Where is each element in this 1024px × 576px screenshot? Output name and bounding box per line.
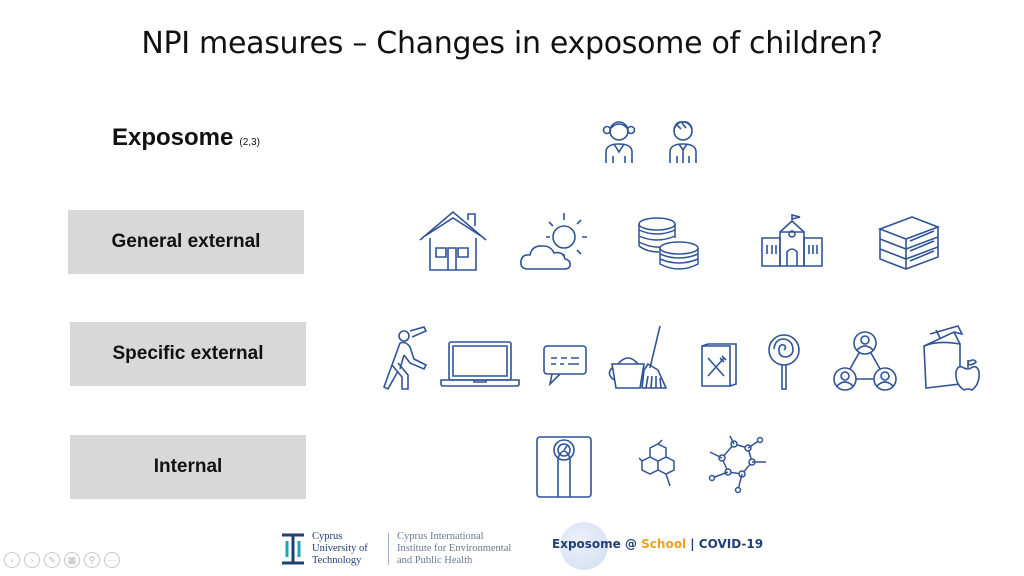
- house-icon: [418, 208, 488, 272]
- next-icon[interactable]: ›: [24, 552, 40, 568]
- weight-scale-icon: [536, 436, 592, 498]
- category-internal: Internal: [70, 435, 306, 499]
- logo-bubble-decoration: [560, 522, 608, 570]
- cut-name-line: University of: [312, 543, 368, 554]
- exposome-heading: Exposome (2,3): [112, 124, 260, 152]
- cut-name: Cyprus University of Technology: [312, 531, 368, 567]
- category-label: Specific external: [112, 343, 264, 364]
- lunch-bag-apple-icon: [918, 324, 984, 394]
- girl-icon: [598, 116, 640, 164]
- institute-name-line: and Public Health: [397, 555, 473, 566]
- category-specific-external: Specific external: [70, 322, 306, 386]
- cleaning-bucket-broom-icon: [608, 324, 670, 390]
- molecule-small-icon: [640, 440, 678, 490]
- logo-text-school: School: [641, 537, 687, 551]
- cut-logo-icon: [280, 532, 306, 571]
- weather-sun-cloud-icon: [520, 211, 588, 273]
- slides-icon[interactable]: ▦: [64, 552, 80, 568]
- logo-text-covid: | COVID-19: [686, 537, 764, 551]
- zoom-icon[interactable]: ⚲: [84, 552, 100, 568]
- category-label: General external: [111, 231, 261, 252]
- cut-name-line: Technology: [312, 555, 362, 566]
- previous-icon[interactable]: ‹: [4, 552, 20, 568]
- footer-divider: [388, 533, 389, 565]
- books-icon: [876, 213, 942, 271]
- logo-text-exposome: Exposome @: [552, 537, 642, 551]
- exposome-school-logo: Exposome @ School | COVID-19: [552, 537, 763, 551]
- stretching-person-icon: [380, 325, 430, 393]
- laptop-icon: [440, 340, 520, 388]
- category-label: Internal: [153, 456, 223, 477]
- molecule-large-icon: [708, 436, 768, 496]
- exposome-label: Exposome: [112, 124, 234, 151]
- exposome-reference: (2,3): [239, 137, 260, 148]
- lollipop-icon: [767, 333, 801, 391]
- pen-icon[interactable]: ✎: [44, 552, 60, 568]
- institute-name-line: Cyprus International: [397, 531, 484, 542]
- social-network-icon: [832, 330, 898, 392]
- boy-icon: [662, 116, 704, 164]
- chat-message-icon: [542, 344, 588, 386]
- coins-icon: [635, 216, 701, 272]
- institute-name-line: Institute for Environmental: [397, 543, 512, 554]
- menu-food-icon: [700, 342, 738, 388]
- cut-name-line: Cyprus: [312, 531, 343, 542]
- more-icon[interactable]: ⋯: [104, 552, 120, 568]
- slide-title: NPI measures – Changes in exposome of ch…: [141, 26, 883, 61]
- school-building-icon: [760, 212, 824, 268]
- institute-name: Cyprus International Institute for Envir…: [397, 531, 511, 567]
- category-general-external: General external: [68, 210, 304, 274]
